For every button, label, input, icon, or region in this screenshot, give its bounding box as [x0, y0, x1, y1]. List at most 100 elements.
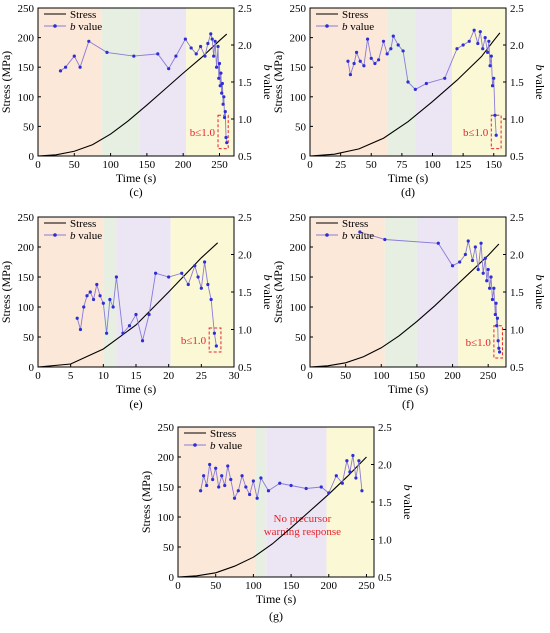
- y-tick-label: 200: [18, 242, 35, 254]
- y2-tick-label: 1.5: [510, 77, 524, 89]
- y2-tick-label: 1.0: [510, 114, 524, 126]
- legend-label-b-rest: value: [348, 21, 375, 33]
- panel-caption: (f): [402, 397, 414, 411]
- stage-band: [310, 8, 388, 156]
- x-axis-label: Time (s): [116, 382, 157, 396]
- legend-marker-b: [325, 24, 329, 28]
- b-value-point: [210, 37, 214, 41]
- b-value-point: [203, 54, 207, 58]
- b-value-point: [186, 282, 190, 287]
- x-tick-label: 75: [396, 159, 408, 171]
- y-tick-label: 0: [301, 362, 307, 374]
- b-value-point: [494, 133, 498, 137]
- stage-band: [266, 427, 327, 577]
- x-axis-label: Time (s): [388, 171, 429, 185]
- y-tick-label: 150: [18, 272, 35, 284]
- y2-tick-label: 2.5: [238, 3, 252, 15]
- b-value-point: [220, 91, 224, 95]
- y-tick-label: 250: [290, 3, 307, 15]
- x-tick-label: 200: [321, 580, 338, 592]
- b-value-point: [154, 271, 158, 275]
- b-value-point: [78, 65, 82, 69]
- y2-tick-label: 1.5: [238, 77, 252, 89]
- b-value-point: [488, 64, 492, 68]
- b-value-point: [467, 39, 471, 43]
- b-value-point: [217, 61, 222, 66]
- y2-axis-label: b value: [533, 275, 547, 310]
- y-tick-label: 100: [290, 92, 307, 104]
- y2-axis-label-b: b: [533, 65, 547, 71]
- b-value-point: [212, 331, 216, 335]
- b-value-point: [473, 245, 477, 249]
- y-tick-label: 50: [23, 332, 35, 344]
- x-tick-label: 250: [211, 159, 228, 171]
- b-value-point: [209, 297, 213, 302]
- b-value-point: [348, 470, 352, 474]
- b-value-point: [365, 37, 370, 41]
- b-value-point: [140, 339, 145, 343]
- legend-label-b-rest: value: [76, 21, 103, 33]
- b-value-point: [348, 73, 353, 77]
- y2-axis-label-b: b: [401, 485, 415, 491]
- y-tick-label: 0: [29, 362, 35, 374]
- legend-marker-b: [53, 24, 57, 28]
- b-value-point: [470, 258, 475, 263]
- b-value-point: [224, 135, 228, 140]
- y2-tick-label: 1.0: [238, 325, 252, 337]
- y-tick-label: 100: [158, 512, 175, 524]
- threshold-label: b≤1.0: [181, 335, 207, 347]
- b-value-point: [226, 464, 230, 468]
- b-value-point: [221, 102, 225, 106]
- b-value-point: [202, 474, 206, 478]
- b-value-point: [490, 84, 495, 88]
- b-value-point: [222, 95, 226, 99]
- b-value-point: [167, 275, 171, 279]
- legend-label-b: b value: [342, 230, 374, 242]
- legend-marker-b: [325, 233, 329, 237]
- b-value-point: [492, 286, 496, 290]
- b-value-point: [266, 489, 271, 493]
- b-value-point: [377, 58, 381, 62]
- y-tick-label: 0: [29, 151, 35, 163]
- note-text: No precursor warning response: [264, 513, 341, 538]
- b-value-point: [199, 489, 203, 493]
- b-value-point: [358, 59, 362, 63]
- b-value-point: [383, 237, 387, 242]
- y2-tick-label: 0.5: [238, 151, 252, 163]
- stage-band: [116, 217, 171, 367]
- b-value-point: [492, 76, 496, 80]
- b-value-point: [455, 47, 459, 51]
- y-tick-label: 100: [290, 302, 307, 314]
- legend-label-stress: Stress: [70, 9, 96, 21]
- b-value-point: [196, 275, 200, 279]
- threshold-label: b≤1.0: [190, 127, 216, 139]
- b-value-point: [87, 39, 91, 43]
- b-value-point: [105, 50, 109, 55]
- y2-tick-label: 2.0: [378, 460, 392, 472]
- legend-label-b: b value: [342, 21, 374, 33]
- b-value-point: [199, 44, 203, 49]
- x-tick-label: 150: [409, 370, 426, 382]
- y2-axis-label-rest: value: [261, 281, 275, 310]
- b-value-point: [259, 476, 263, 480]
- x-tick-label: 50: [366, 159, 378, 171]
- b-value-point: [458, 260, 462, 264]
- b-value-point: [481, 47, 485, 51]
- stage-band: [170, 217, 234, 367]
- stage-band: [326, 427, 374, 577]
- stage-band: [255, 427, 267, 577]
- b-value-point: [217, 76, 221, 80]
- note-line: No precursor: [274, 513, 332, 525]
- b-value-point: [58, 69, 63, 73]
- legend-label-stress: Stress: [342, 218, 368, 230]
- x-tick-label: 0: [307, 159, 313, 171]
- legend-label-stress: Stress: [342, 9, 368, 21]
- y2-tick-label: 0.5: [378, 572, 392, 584]
- y-axis-label: Stress (MPa): [271, 51, 285, 113]
- legend-label-b-rest: value: [76, 230, 103, 242]
- b-value-point: [193, 264, 197, 268]
- x-tick-label: 150: [486, 159, 503, 171]
- b-value-point: [216, 44, 220, 49]
- y-tick-label: 200: [18, 33, 35, 45]
- b-value-point: [132, 54, 136, 58]
